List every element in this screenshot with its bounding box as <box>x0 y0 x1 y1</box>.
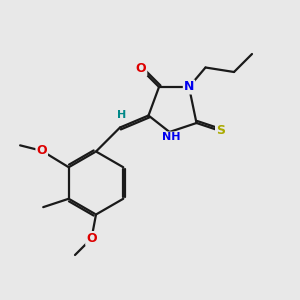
Text: H: H <box>117 110 126 120</box>
Text: S: S <box>216 124 225 137</box>
Text: O: O <box>36 144 47 157</box>
Text: O: O <box>136 62 146 76</box>
Text: O: O <box>86 232 97 245</box>
Text: N: N <box>184 80 194 94</box>
Text: NH: NH <box>162 132 180 142</box>
